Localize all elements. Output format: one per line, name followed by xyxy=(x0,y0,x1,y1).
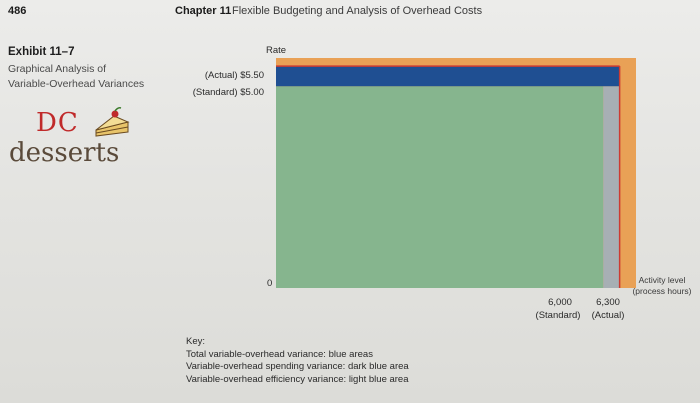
exhibit-caption: Graphical Analysis of Variable-Overhead … xyxy=(8,62,144,92)
x-tick-actual-value: 6,300 xyxy=(596,297,620,308)
chapter-title: Flexible Budgeting and Analysis of Overh… xyxy=(232,5,483,17)
y-label-actual-rate: (Actual) $5.50 xyxy=(204,70,264,81)
standard-overhead-area xyxy=(276,86,604,289)
cake-icon xyxy=(95,107,130,137)
key-efficiency-variance: Variable-overhead efficiency variance: l… xyxy=(186,373,409,385)
exhibit-caption-line2: Variable-Overhead Variances xyxy=(8,78,145,90)
exhibit-caption-line1: Graphical Analysis of xyxy=(8,63,107,75)
page-number: 486 xyxy=(8,5,27,17)
y-axis-label: Rate xyxy=(266,45,287,56)
chapter-label: Chapter 11 xyxy=(175,5,232,17)
logo-desserts-text: desserts xyxy=(9,138,120,168)
x-axis-label: Activity level (process hours) xyxy=(632,275,692,296)
logo-dc-text: DC xyxy=(36,108,79,138)
key-spending-variance: Variable-overhead spending variance: dar… xyxy=(186,361,409,372)
y-label-standard-rate: (Standard) $5.00 xyxy=(192,87,264,98)
exhibit-number: Exhibit 11–7 xyxy=(8,46,75,58)
x-tick-standard-label: (Standard) xyxy=(535,310,581,321)
key-total-variance: Total variable-overhead variance: blue a… xyxy=(186,348,373,360)
spending-variance-area xyxy=(276,66,620,87)
x-tick-standard-value: 6,000 xyxy=(548,297,572,308)
origin-label: 0 xyxy=(267,278,273,289)
legend-key: Key: Total variable-overhead variance: b… xyxy=(186,336,409,386)
x-tick-actual-label: (Actual) xyxy=(591,310,625,321)
key-title: Key: xyxy=(186,336,206,347)
efficiency-variance-area xyxy=(603,86,620,289)
